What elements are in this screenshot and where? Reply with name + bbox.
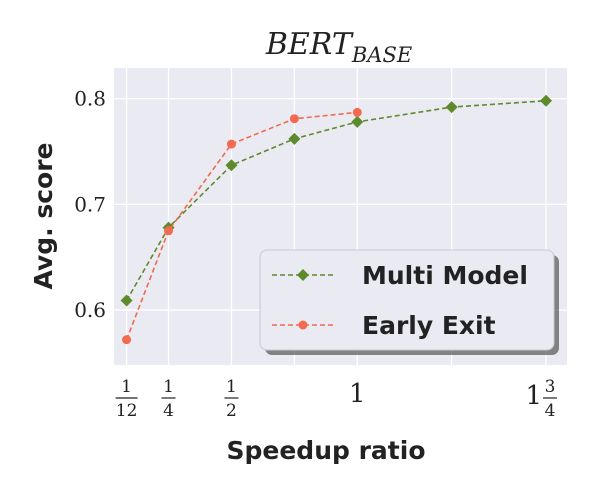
y-axis-label: Avg. score [29,142,58,289]
x-tick-numerator: 1 [163,377,174,397]
x-axis-label: Speedup ratio [227,436,426,465]
x-tick-label: 1 [349,379,366,409]
data-point [164,226,174,236]
legend-items: Multi Model Early Exit [272,261,528,340]
y-tick-label: 0.8 [74,87,106,111]
data-point [226,139,236,149]
x-tick-denominator: 12 [116,401,138,421]
y-tick-label: 0.6 [74,298,106,322]
legend-marker [298,320,308,330]
x-tick-numerator: 3 [545,377,556,397]
data-point [120,294,133,307]
x-tick-int: 1 [349,379,366,409]
chart-title: BERTBASE [265,27,412,67]
data-point [289,114,299,124]
data-point [445,101,458,114]
x-tick-label: 1 3 4 [525,377,558,421]
x-tick-numerator: 1 [121,377,132,397]
series-early-exit [122,107,362,345]
x-tick-denominator: 4 [545,401,556,421]
x-tick-denominator: 4 [163,401,174,421]
data-point [540,94,553,107]
data-point [351,115,364,128]
data-point [352,107,362,117]
legend-item: Multi Model [272,261,528,290]
chart-title-sub: BASE [351,43,412,67]
series-line [125,111,358,340]
y-tick-label: 0.7 [74,192,106,216]
x-tick-label: 12 [224,377,239,421]
series-group [120,94,553,345]
x-tick-whole: 1 [525,381,542,411]
x-tick-label: 112 [115,377,138,421]
legend-label: Early Exit [362,311,496,340]
legend-box [259,249,555,351]
data-point [122,335,132,345]
legend-marker [297,269,309,281]
x-tick-denominator: 2 [226,401,237,421]
x-tick-numerator: 1 [226,377,237,397]
x-tick-label: 14 [161,377,176,421]
legend-item: Early Exit [272,311,496,340]
legend-label: Multi Model [362,261,528,290]
data-point [225,159,238,172]
series-multi-model [120,94,553,307]
legend: Multi Model Early Exit [259,249,559,355]
y-tick-labels: 0.6 0.7 0.8 [74,87,106,322]
data-point [288,132,301,145]
chart-title-main: BERT [265,27,354,62]
